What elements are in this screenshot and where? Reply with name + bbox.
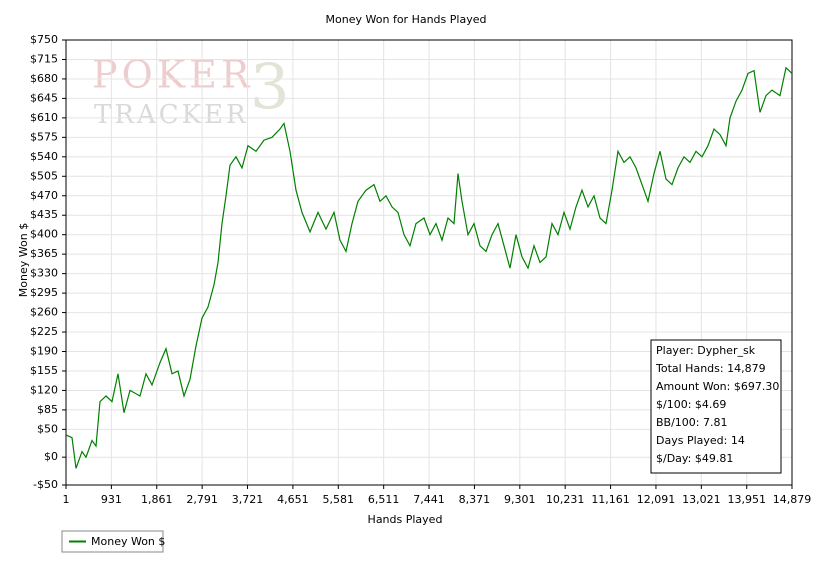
stats-line: $/100: $4.69 [656,398,726,411]
x-tick-label: 8,371 [459,493,491,506]
x-tick-label: 4,651 [277,493,309,506]
x-axis-label: Hands Played [368,513,443,526]
x-tick-label: 14,879 [773,493,812,506]
y-tick-label: $540 [30,150,58,163]
x-tick-label: 5,581 [323,493,355,506]
x-tick-label: 1 [63,493,70,506]
x-tick-label: 9,301 [504,493,536,506]
y-tick-label: $435 [30,208,58,221]
y-tick-label: $155 [30,364,58,377]
y-tick-label: $295 [30,286,58,299]
legend-box [61,530,164,553]
x-tick-label: 10,231 [546,493,585,506]
y-tick-label: $330 [30,267,58,280]
x-tick-label: 13,021 [682,493,721,506]
x-tick-label: 3,721 [232,493,264,506]
plot-border [65,39,793,486]
y-tick-label: $575 [30,130,58,143]
y-tick-label: -$50 [33,478,58,491]
y-tick-label: $190 [30,345,58,358]
line-series [65,66,793,469]
y-tick-label: $260 [30,306,58,319]
stats-line: Player: Dypher_sk [656,344,756,357]
chart-title: Money Won for Hands Played [326,13,487,26]
y-tick-label: $715 [30,52,58,65]
stats-line: Total Hands: 14,879 [655,362,766,375]
x-tick-label: 13,951 [727,493,766,506]
x-tick-label: 12,091 [637,493,676,506]
y-tick-label: $85 [37,403,58,416]
x-tick-label: 1,861 [141,493,173,506]
stats-line: Amount Won: $697.30 [656,380,779,393]
stats-line: BB/100: 7.81 [656,416,728,429]
x-tick-label: 2,791 [186,493,218,506]
stats-box [650,339,782,474]
x-tick-label: 931 [101,493,122,506]
logo-bottom: TRACKER [94,100,249,130]
y-tick-label: $610 [30,111,58,124]
y-tick-label: $645 [30,91,58,104]
y-tick-label: $680 [30,72,58,85]
stats-line: $/Day: $49.81 [656,452,733,465]
y-tick-label: $120 [30,383,58,396]
y-axis-label: Money Won $ [17,223,30,297]
logo-mark: 3 [250,50,289,123]
y-tick-label: $0 [44,450,58,463]
x-tick-label: 11,161 [591,493,630,506]
x-tick-label: 6,511 [368,493,400,506]
y-tick-label: $225 [30,325,58,338]
y-tick-label: $50 [37,422,58,435]
x-tick-label: 7,441 [413,493,445,506]
y-tick-label: $750 [30,33,58,46]
y-tick-label: $400 [30,228,58,241]
y-tick-label: $365 [30,247,58,260]
y-tick-label: $505 [30,169,58,182]
legend-label: Money Won $ [91,535,165,548]
y-tick-label: $470 [30,189,58,202]
stats-line: Days Played: 14 [656,434,745,447]
